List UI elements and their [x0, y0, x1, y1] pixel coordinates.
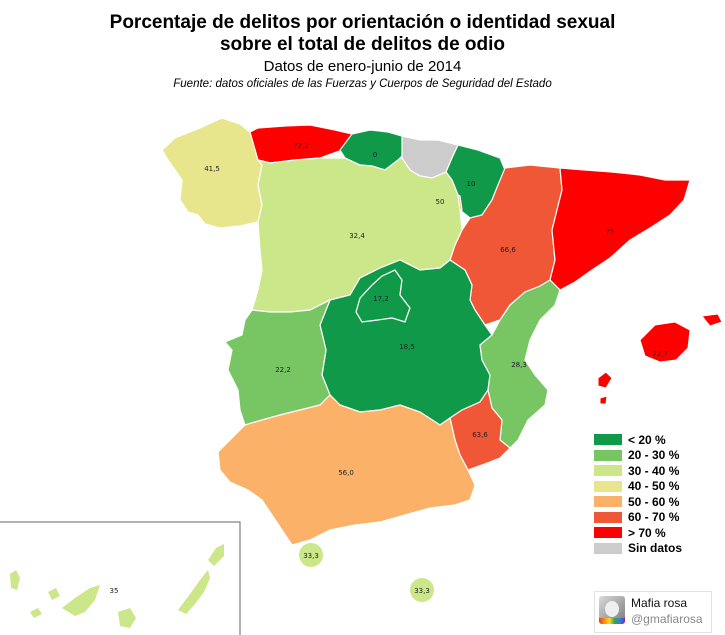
- label-baleares: 72,7: [652, 350, 668, 358]
- legend-label: 60 - 70 %: [628, 510, 680, 525]
- label-melilla: 33,3: [414, 587, 430, 595]
- legend-item: 40 - 50 %: [594, 479, 682, 495]
- legend-item: 50 - 60 %: [594, 494, 682, 510]
- label-cantabria: 0: [373, 151, 377, 159]
- label-aragon: 66,6: [500, 246, 516, 254]
- map-source: Fuente: datos oficiales de las Fuerzas y…: [173, 78, 552, 90]
- legend-item: > 70 %: [594, 525, 682, 541]
- canarias-inset-frame: [0, 521, 241, 635]
- legend-swatch: [594, 449, 622, 461]
- legend-item: 60 - 70 %: [594, 510, 682, 526]
- legend-label: 40 - 50 %: [628, 479, 680, 494]
- region-canarias-fuerteventura[interactable]: [178, 570, 210, 614]
- credit-name: Mafia rosa: [631, 596, 688, 610]
- label-galicia: 41,5: [204, 165, 220, 173]
- map-title-line-2: sobre el total de delitos de odio: [219, 34, 506, 55]
- region-canarias-tenerife[interactable]: [62, 585, 100, 616]
- legend-swatch: [594, 527, 622, 539]
- map-title-line-1: Porcentaje de delitos por orientación o …: [109, 12, 616, 33]
- legend-item: 20 - 30 %: [594, 448, 682, 464]
- region-canarias-el-hierro[interactable]: [30, 608, 42, 618]
- region-melilla[interactable]: [410, 578, 434, 602]
- region-baleares-menorca[interactable]: [701, 313, 723, 327]
- region-ceuta[interactable]: [299, 543, 323, 567]
- label-valencia: 28,3: [511, 361, 527, 369]
- label-canarias: 35: [110, 587, 119, 595]
- region-andalucia[interactable]: [217, 394, 476, 546]
- region-baleares-mallorca[interactable]: [639, 321, 691, 363]
- legend-label: 50 - 60 %: [628, 494, 680, 509]
- region-cataluna[interactable]: [549, 167, 691, 291]
- legend-swatch: [594, 511, 622, 523]
- label-castilla-la-mancha: 18,5: [399, 343, 415, 351]
- region-galicia[interactable]: [161, 117, 263, 229]
- avatar: [599, 596, 625, 624]
- map-subtitle: Datos de enero-junio de 2014: [263, 58, 462, 75]
- legend-item: 30 - 40 %: [594, 463, 682, 479]
- legend-swatch: [594, 480, 622, 492]
- legend-label: Sin datos: [628, 541, 683, 556]
- label-la-rioja: 50: [436, 198, 445, 206]
- region-canarias-la-palma[interactable]: [10, 570, 20, 590]
- credit-badge[interactable]: Mafia rosa @gmafiarosa: [594, 591, 712, 633]
- region-baleares-formentera[interactable]: [599, 395, 608, 405]
- label-andalucia: 56,0: [338, 469, 354, 477]
- label-cataluna: 75: [606, 228, 615, 236]
- legend-swatch: [594, 542, 622, 554]
- map-legend: < 20 % 20 - 30 % 30 - 40 % 40 - 50 % 50 …: [594, 432, 682, 556]
- legend-label: > 70 %: [628, 525, 666, 540]
- label-asturias: 72,2: [293, 142, 309, 150]
- region-canarias-gran-canaria[interactable]: [118, 608, 136, 628]
- legend-label: < 20 %: [628, 432, 666, 447]
- region-baleares-ibiza[interactable]: [597, 371, 613, 389]
- avatar-face: [605, 601, 619, 617]
- legend-item: Sin datos: [594, 541, 682, 557]
- region-canarias-la-gomera[interactable]: [48, 588, 60, 600]
- rainbow-bar: [599, 618, 625, 624]
- legend-item: < 20 %: [594, 432, 682, 448]
- legend-swatch: [594, 465, 622, 477]
- credit-handle[interactable]: @gmafiarosa: [631, 612, 703, 626]
- region-valencia[interactable]: [479, 279, 561, 449]
- label-navarra: 10: [467, 180, 476, 188]
- region-canarias-lanzarote[interactable]: [208, 544, 224, 566]
- region-murcia[interactable]: [449, 388, 511, 471]
- legend-swatch: [594, 434, 622, 446]
- label-ceuta: 33,3: [303, 552, 319, 560]
- label-extremadura: 22,2: [275, 366, 291, 374]
- legend-label: 20 - 30 %: [628, 448, 680, 463]
- label-murcia: 63,6: [472, 431, 488, 439]
- label-madrid: 17,2: [373, 295, 389, 303]
- legend-label: 30 - 40 %: [628, 463, 680, 478]
- label-castilla-leon: 32,4: [349, 232, 365, 240]
- legend-swatch: [594, 496, 622, 508]
